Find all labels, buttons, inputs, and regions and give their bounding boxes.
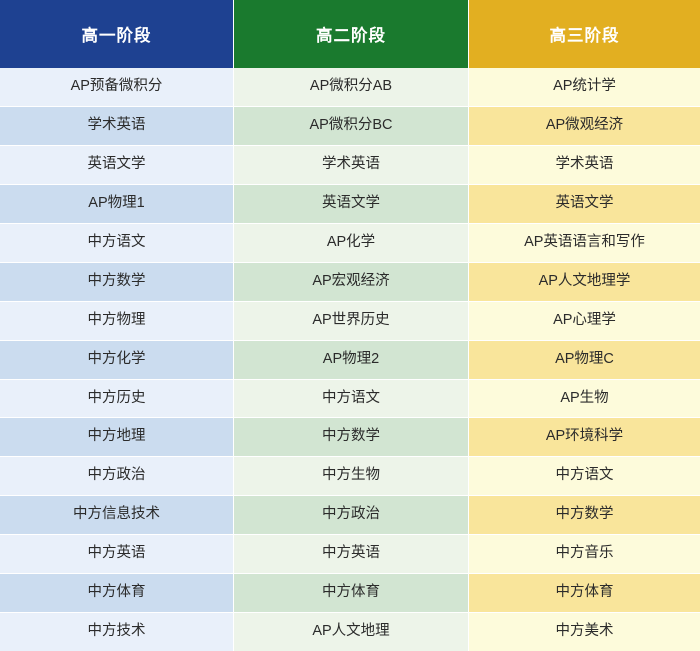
course-cell: 中方信息技术 xyxy=(0,496,233,536)
course-cell: 中方体育 xyxy=(234,574,468,614)
course-cell: 中方数学 xyxy=(234,418,468,458)
course-cell: 中方体育 xyxy=(469,574,700,614)
column-header-grade-10: 高一阶段 xyxy=(0,0,233,68)
course-cell: 中方政治 xyxy=(234,496,468,536)
course-cell: 中方地理 xyxy=(0,418,233,458)
course-cell: AP人文地理 xyxy=(234,613,468,651)
course-cell: 中方物理 xyxy=(0,301,233,341)
course-cell: AP化学 xyxy=(234,223,468,263)
course-cell: AP宏观经济 xyxy=(234,262,468,302)
course-cell: 英语文学 xyxy=(0,145,233,185)
course-cell: 中方美术 xyxy=(469,613,700,651)
course-cell: 中方语文 xyxy=(234,379,468,419)
course-cell: 中方体育 xyxy=(0,574,233,614)
course-cell: 学术英语 xyxy=(234,145,468,185)
track-column-grade-11: 高二阶段 AP微积分AB AP微积分BC 学术英语 英语文学 AP化学 AP宏观… xyxy=(234,0,468,651)
course-cell: AP生物 xyxy=(469,379,700,419)
course-cell: AP心理学 xyxy=(469,301,700,341)
column-header-grade-12: 高三阶段 xyxy=(469,0,700,68)
course-cell: AP预备微积分 xyxy=(0,68,233,107)
column-header-grade-11: 高二阶段 xyxy=(234,0,468,68)
course-cell: AP物理C xyxy=(469,340,700,380)
course-cell: 中方语文 xyxy=(469,457,700,497)
course-cell: AP统计学 xyxy=(469,68,700,107)
course-cell: AP环境科学 xyxy=(469,418,700,458)
course-cell: AP物理2 xyxy=(234,340,468,380)
course-cell: 中方语文 xyxy=(0,223,233,263)
course-cell: AP物理1 xyxy=(0,184,233,224)
course-cell: 中方政治 xyxy=(0,457,233,497)
course-cell: 中方数学 xyxy=(0,262,233,302)
course-cell: 中方英语 xyxy=(234,535,468,575)
track-column-grade-10: 高一阶段 AP预备微积分 学术英语 英语文学 AP物理1 中方语文 中方数学 中… xyxy=(0,0,233,651)
course-cell: 中方生物 xyxy=(234,457,468,497)
course-cell: AP微观经济 xyxy=(469,106,700,146)
track-column-grade-12: 高三阶段 AP统计学 AP微观经济 学术英语 英语文学 AP英语语言和写作 AP… xyxy=(469,0,700,651)
course-cell: 中方历史 xyxy=(0,379,233,419)
course-cell: 中方数学 xyxy=(469,496,700,536)
course-cell: AP英语语言和写作 xyxy=(469,223,700,263)
course-cell: 中方音乐 xyxy=(469,535,700,575)
course-cell: 中方技术 xyxy=(0,613,233,651)
course-cell: 学术英语 xyxy=(469,145,700,185)
course-cell: AP世界历史 xyxy=(234,301,468,341)
course-cell: 中方英语 xyxy=(0,535,233,575)
course-cell: AP微积分AB xyxy=(234,68,468,107)
course-cell: 英语文学 xyxy=(469,184,700,224)
course-cell: 中方化学 xyxy=(0,340,233,380)
course-cell: 学术英语 xyxy=(0,106,233,146)
course-cell: AP人文地理学 xyxy=(469,262,700,302)
course-cell: 英语文学 xyxy=(234,184,468,224)
course-cell: AP微积分BC xyxy=(234,106,468,146)
